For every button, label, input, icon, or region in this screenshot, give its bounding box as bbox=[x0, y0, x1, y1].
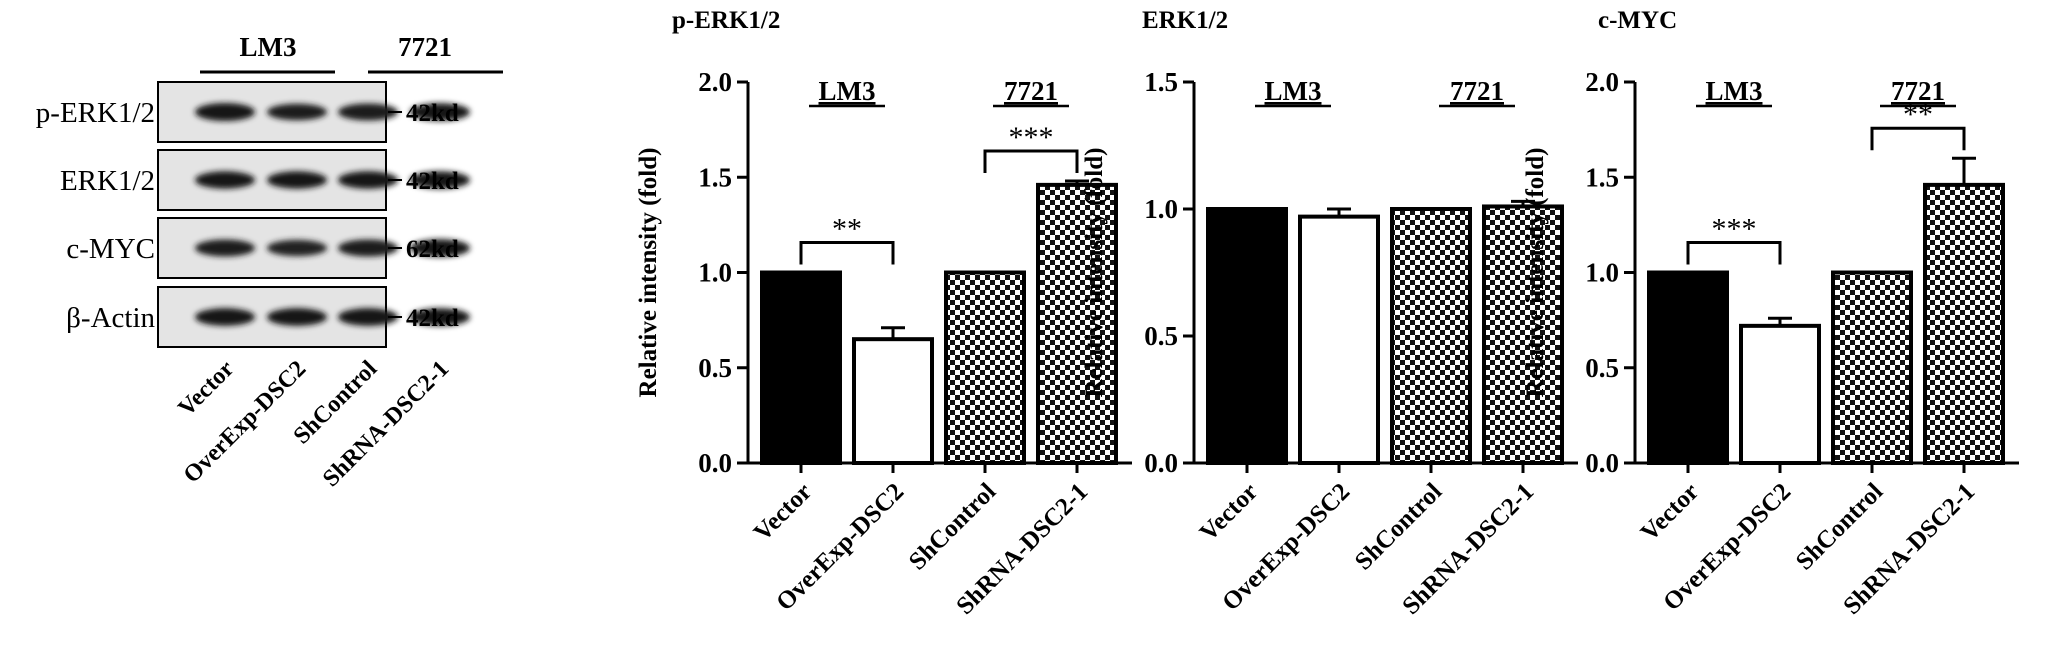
blot-row-2: c-MYC 62kd bbox=[66, 217, 470, 279]
y-tick-label: 1.0 bbox=[1585, 258, 1619, 288]
group-label: 7721 bbox=[1450, 76, 1504, 106]
chart-title: ERK1/2 bbox=[1142, 7, 1228, 34]
x-tick-label: ShControl bbox=[904, 478, 1001, 575]
y-tick-label: 1.0 bbox=[698, 258, 732, 288]
y-tick-label: 1.0 bbox=[1144, 194, 1178, 224]
significance-bracket bbox=[1686, 241, 1782, 265]
x-tick-label: Vector bbox=[1636, 478, 1705, 547]
blot-size-label: 62kd bbox=[406, 236, 459, 263]
blot-row-label: ERK1/2 bbox=[60, 165, 155, 197]
x-tick-label: ShControl bbox=[1791, 478, 1888, 575]
blot-band bbox=[410, 171, 470, 189]
significance-label: *** bbox=[1712, 213, 1757, 246]
y-tick-label: 2.0 bbox=[1585, 67, 1619, 97]
blot-band bbox=[195, 308, 255, 326]
blot-band bbox=[410, 103, 470, 121]
x-tick-label: Vector bbox=[1195, 478, 1264, 547]
blot-band bbox=[195, 103, 255, 121]
y-tick-label: 0.5 bbox=[698, 353, 732, 383]
group-label: LM3 bbox=[819, 76, 876, 106]
significance-label: ** bbox=[1903, 98, 1933, 131]
bar bbox=[1206, 207, 1288, 465]
y-tick-label: 1.5 bbox=[1585, 162, 1619, 192]
significance-label: *** bbox=[1009, 121, 1054, 154]
blot-row-label: β-Actin bbox=[66, 302, 155, 334]
blot-lane-label: Vector bbox=[173, 356, 239, 422]
group-label: 7721 bbox=[1891, 76, 1945, 106]
chart-title: c-MYC bbox=[1598, 7, 1677, 34]
bar bbox=[1647, 270, 1729, 465]
bar bbox=[1036, 182, 1118, 465]
blot-band bbox=[338, 308, 398, 326]
blot-band bbox=[267, 171, 327, 189]
blot-band bbox=[195, 239, 255, 257]
y-axis-label: Relative intensity (fold) bbox=[635, 148, 662, 398]
y-axis-label: Relative intensity (fold) bbox=[1522, 148, 1549, 398]
blot-row-label: c-MYC bbox=[66, 233, 155, 265]
x-tick-label: ShControl bbox=[1350, 478, 1447, 575]
group-label: LM3 bbox=[1706, 76, 1763, 106]
y-axis-label: Relative intensity (fold) bbox=[1081, 148, 1108, 398]
y-tick-label: 2.0 bbox=[698, 67, 732, 97]
significance-bracket bbox=[799, 241, 895, 265]
significance-bracket bbox=[983, 149, 1079, 174]
significance-bracket bbox=[1870, 126, 1966, 151]
bar bbox=[760, 270, 842, 465]
y-tick-label: 0.5 bbox=[1144, 321, 1178, 351]
blot-size-label: 42kd bbox=[406, 100, 459, 127]
blot-lane-label: ShRNA-DSC2-1 bbox=[318, 356, 454, 492]
bar bbox=[852, 337, 934, 465]
y-tick-label: 0.0 bbox=[698, 448, 732, 478]
blot-band bbox=[267, 308, 327, 326]
bar bbox=[1390, 207, 1472, 465]
bar bbox=[1739, 323, 1821, 465]
chart-0: p-ERK1/2 0.0 0.5 1.0 1.5 2.0 Relative intensit… bbox=[635, 7, 1132, 620]
x-tick-label: Vector bbox=[749, 478, 818, 547]
chart-title: p-ERK1/2 bbox=[672, 7, 780, 34]
blot-band bbox=[338, 171, 398, 189]
blot-band bbox=[195, 171, 255, 189]
y-tick-label: 0.5 bbox=[1585, 353, 1619, 383]
group-label: 7721 bbox=[1004, 76, 1058, 106]
blot-row-1: ERK1/2 42kd bbox=[60, 149, 470, 211]
chart-2: c-MYC 0.0 0.5 1.0 1.5 2.0 Relative intensity (… bbox=[1522, 7, 2019, 620]
blot-group-label-lm3: LM3 bbox=[240, 32, 297, 62]
bar bbox=[944, 270, 1026, 465]
blot-group-label-7721: 7721 bbox=[398, 32, 452, 62]
group-label: LM3 bbox=[1265, 76, 1322, 106]
blot-band bbox=[267, 239, 327, 257]
bar bbox=[1298, 214, 1380, 465]
blot-size-label: 42kd bbox=[406, 168, 459, 195]
blot-band bbox=[410, 239, 470, 257]
significance-label: ** bbox=[832, 213, 862, 246]
western-blot-panel: LM3 7721 p-ERK1/2 42kd ERK1/2 42kd c-MYC 62kd… bbox=[36, 32, 503, 492]
blot-band bbox=[267, 103, 327, 121]
y-tick-label: 0.0 bbox=[1585, 448, 1619, 478]
blot-band bbox=[338, 103, 398, 121]
bar bbox=[1831, 270, 1913, 465]
chart-1: ERK1/2 0.0 0.5 1.0 1.5 Relative intensity (fo… bbox=[1081, 7, 1578, 620]
y-tick-label: 1.5 bbox=[1144, 67, 1178, 97]
bar bbox=[1482, 204, 1564, 466]
y-tick-label: 0.0 bbox=[1144, 448, 1178, 478]
blot-row-label: p-ERK1/2 bbox=[36, 97, 155, 129]
blot-size-label: 42kd bbox=[406, 305, 459, 332]
blot-row-3: β-Actin 42kd bbox=[66, 286, 470, 348]
blot-band bbox=[410, 308, 470, 326]
bar bbox=[1923, 182, 2005, 465]
y-tick-label: 1.5 bbox=[698, 162, 732, 192]
blot-band bbox=[338, 239, 398, 257]
blot-lane-label: OverExp-DSC2 bbox=[179, 356, 311, 488]
blot-row-0: p-ERK1/2 42kd bbox=[36, 81, 470, 143]
